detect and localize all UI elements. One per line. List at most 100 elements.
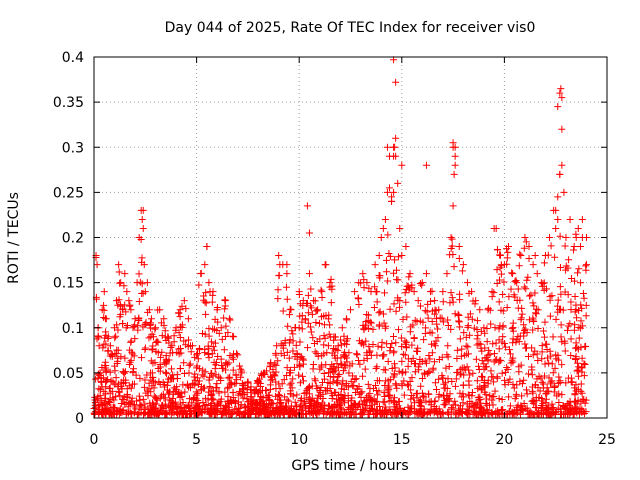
background-point [149,377,157,385]
background-point [479,373,487,381]
background-point [322,311,330,319]
background-point [354,401,362,409]
x-axis-title: GPS time / hours [291,458,408,474]
background-point [505,407,513,415]
background-point [404,403,412,411]
background-point [151,325,159,333]
background-point [373,351,381,359]
data-point [381,215,389,223]
background-point [577,317,585,325]
background-point [391,371,399,379]
background-point [233,350,241,358]
background-point [544,408,552,416]
background-point [186,360,194,368]
background-point [307,328,315,336]
background-point [283,295,291,303]
background-point [224,329,232,337]
background-point [580,294,588,302]
data-point [557,85,565,93]
background-point [267,385,275,393]
background-point [445,397,453,405]
background-point [289,337,297,345]
background-point [396,303,404,311]
background-point [100,301,108,309]
data-point [488,288,496,296]
background-point [239,394,247,402]
background-point [251,410,259,418]
background-point [337,360,345,368]
background-point [456,323,464,331]
background-point [496,356,504,364]
data-point [168,342,176,350]
background-point [411,410,419,418]
background-point [560,403,568,411]
background-point [428,407,436,415]
background-point [289,330,297,338]
background-point [501,381,509,389]
background-point [176,313,184,321]
background-point [311,348,319,356]
background-point [571,355,579,363]
background-point [577,380,585,388]
data-point [443,270,451,278]
background-point [206,384,214,392]
background-point [511,278,519,286]
background-point [127,397,135,405]
background-point [493,245,501,253]
background-point [541,372,549,380]
background-point [561,288,569,296]
background-point [176,334,184,342]
background-point [378,338,386,346]
background-point [170,409,178,417]
data-point [463,279,471,287]
background-point [557,305,565,313]
background-point [170,338,178,346]
background-point [264,410,272,418]
background-point [435,356,443,364]
background-point [128,394,136,402]
background-point [514,409,522,417]
data-point [334,342,342,350]
background-point [205,332,213,340]
background-point [391,409,399,417]
background-point [298,325,306,333]
background-point [231,405,239,413]
background-point [341,361,349,369]
background-point [320,410,328,418]
background-point [549,369,557,377]
background-point [298,312,306,320]
background-point [365,311,373,319]
data-point [301,315,309,323]
background-point [119,395,127,403]
background-point [416,401,424,409]
data-point [260,369,268,377]
background-point [272,385,280,393]
background-point [355,356,363,364]
background-point [551,364,559,372]
background-point [531,381,539,389]
background-point [529,299,537,307]
background-point [227,379,235,387]
background-point [567,306,575,314]
background-point [232,371,240,379]
background-point [451,382,459,390]
background-point [301,398,309,406]
background-point [580,360,588,368]
background-point [509,335,517,343]
background-point [185,361,193,369]
data-point [449,202,457,210]
background-point [286,387,294,395]
background-point [361,397,369,405]
data-point [410,288,418,296]
background-point [528,410,536,418]
data-point [283,261,291,269]
background-point [306,396,314,404]
background-point [112,393,120,401]
background-point [178,324,186,332]
background-point [548,360,556,368]
background-point [439,318,447,326]
data-point [299,297,307,305]
data-point [117,279,125,287]
background-point [524,352,532,360]
background-point [561,410,569,418]
